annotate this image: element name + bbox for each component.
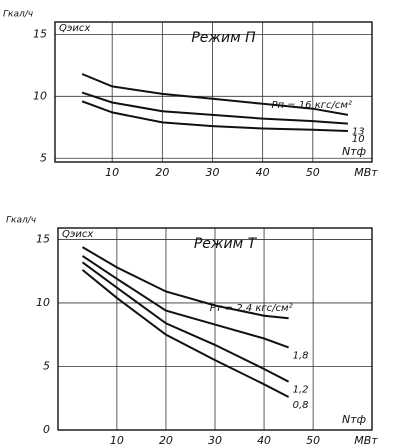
- y-unit: Гкал/ч: [3, 10, 33, 20]
- series-line: [81, 73, 349, 116]
- x-tick-label: 50: [306, 166, 320, 179]
- series-label: Pп = 16 кгс/см²: [272, 100, 352, 111]
- chart-title: Режим Т: [194, 236, 258, 252]
- y-axis-label: Qэисх: [59, 23, 90, 34]
- x-tick-label: 50: [306, 434, 320, 446]
- series-label: 10: [352, 134, 365, 145]
- x-tick-label: 10: [105, 166, 119, 179]
- chart-title: Режим П: [191, 30, 256, 46]
- y-tick-label: 0: [43, 423, 50, 436]
- x-tick-label: 30: [205, 166, 219, 179]
- x-tick-label: 30: [208, 434, 222, 446]
- y-tick-label: 5: [40, 151, 47, 164]
- plot-frame: [57, 227, 373, 431]
- plot-frame: [54, 21, 373, 163]
- series-label: 0,8: [293, 400, 309, 411]
- series-label: 1,2: [293, 385, 309, 396]
- series-line: [81, 91, 348, 125]
- x-axis-label: Nтф: [342, 413, 366, 426]
- x-tick-label: 40: [256, 166, 270, 179]
- x-unit: МВт: [354, 166, 378, 179]
- series-label: 13: [352, 127, 365, 138]
- x-tick-label: 40: [257, 434, 271, 446]
- series-label: 1,8: [293, 350, 309, 361]
- y-tick-label: 15: [33, 27, 47, 40]
- x-unit: МВт: [354, 434, 378, 446]
- x-tick-label: 10: [110, 434, 124, 446]
- series-line: [81, 246, 289, 320]
- x-tick-label: 20: [155, 166, 169, 179]
- x-tick-label: 20: [159, 434, 173, 446]
- y-axis-label: Qэисх: [62, 229, 93, 240]
- x-axis-label: Nтф: [342, 145, 366, 158]
- y-tick-label: 5: [43, 359, 50, 372]
- y-tick-label: 15: [36, 232, 50, 245]
- series-label: Pт = 2,4 кгс/см²: [210, 303, 293, 314]
- y-tick-label: 10: [33, 89, 47, 102]
- series-line: [81, 255, 289, 349]
- series-line: [81, 261, 290, 383]
- series-line: [81, 100, 348, 132]
- y-unit: Гкал/ч: [6, 216, 36, 226]
- series-line: [81, 269, 290, 398]
- y-tick-label: 10: [36, 296, 50, 309]
